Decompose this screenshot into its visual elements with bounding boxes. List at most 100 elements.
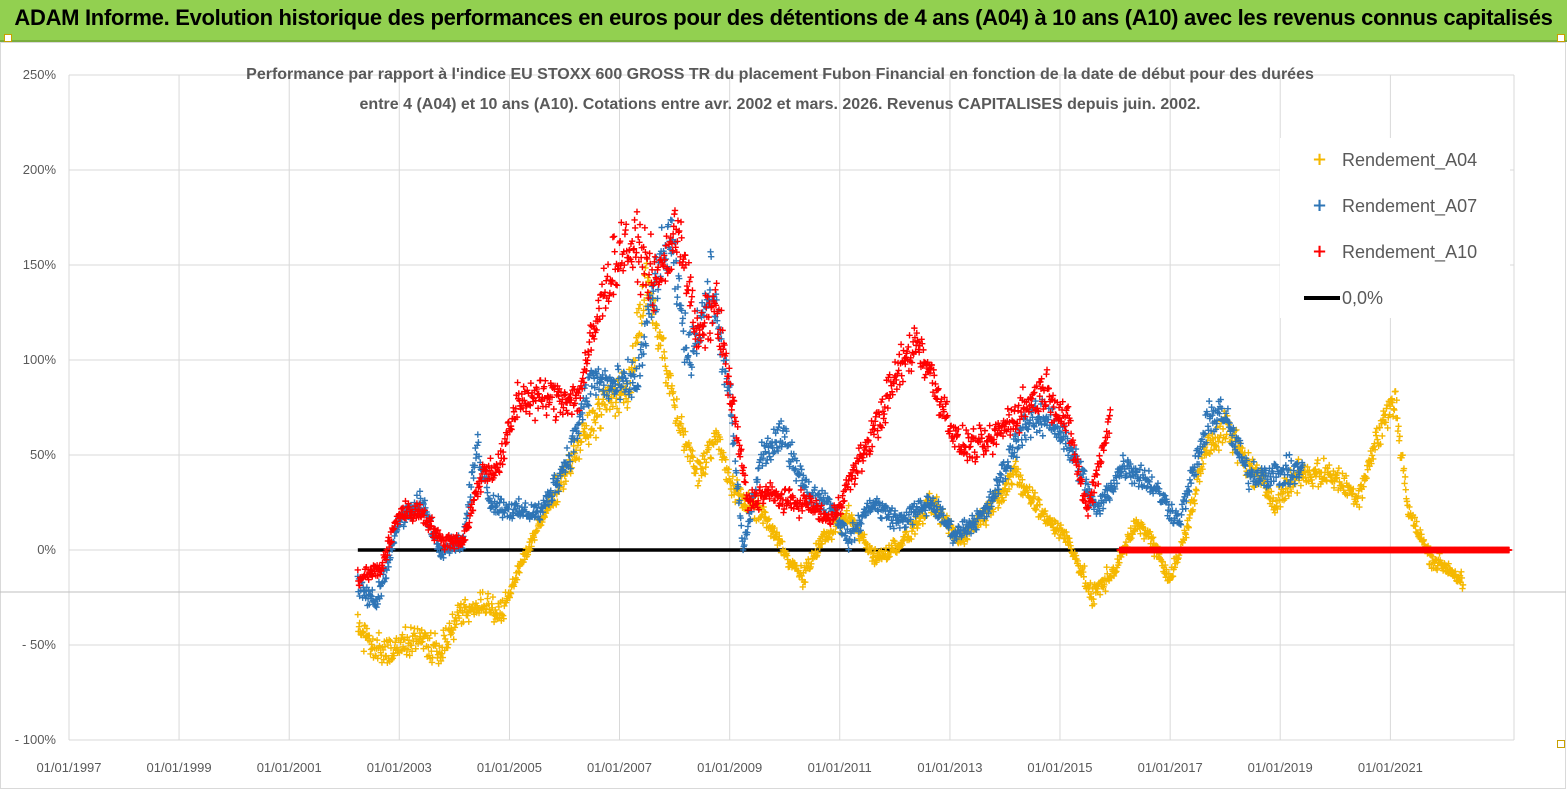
point-a07 <box>641 333 648 341</box>
point-a04 <box>1101 581 1108 589</box>
point-a10 <box>1105 415 1112 423</box>
point-a04 <box>1002 481 1009 488</box>
point-a07 <box>754 476 761 483</box>
point-a04 <box>1014 465 1022 473</box>
point-a04 <box>765 515 773 523</box>
point-a07 <box>1113 480 1121 487</box>
point-a04 <box>1183 534 1190 541</box>
point-a04 <box>1364 466 1371 473</box>
point-a07 <box>1014 445 1021 452</box>
point-a04 <box>1186 511 1194 519</box>
point-a10 <box>602 304 609 312</box>
point-a04 <box>961 540 968 548</box>
point-a07 <box>1038 421 1045 428</box>
point-a04 <box>994 504 1002 511</box>
point-a07 <box>483 474 490 481</box>
point-a07 <box>940 512 947 519</box>
point-a07 <box>653 254 660 261</box>
point-a04 <box>1427 552 1435 559</box>
point-a10 <box>895 367 902 374</box>
point-a04 <box>662 363 669 370</box>
point-a04 <box>779 538 786 545</box>
point-a07 <box>563 444 571 452</box>
point-a07 <box>1178 511 1185 519</box>
point-a04 <box>764 516 772 524</box>
point-a10 <box>1067 430 1075 438</box>
point-a07 <box>698 299 706 306</box>
point-a10 <box>674 217 682 224</box>
point-a10 <box>905 343 912 351</box>
point-a04 <box>433 648 441 655</box>
point-a10 <box>1107 406 1114 414</box>
point-a07 <box>713 317 721 324</box>
point-a04 <box>406 652 413 659</box>
point-a07 <box>939 505 946 512</box>
point-a07 <box>1283 452 1290 459</box>
point-a04 <box>828 536 835 543</box>
point-a07 <box>374 600 381 608</box>
point-a07 <box>996 478 1003 486</box>
point-a07 <box>1051 430 1059 437</box>
series-a04 <box>354 260 1467 667</box>
point-a10 <box>921 374 928 381</box>
point-a07 <box>988 503 995 510</box>
point-a04 <box>590 427 597 434</box>
point-a04 <box>922 513 929 520</box>
point-a07 <box>858 520 865 527</box>
point-a04 <box>1312 466 1319 473</box>
point-a07 <box>584 401 591 408</box>
point-a07 <box>1119 452 1127 459</box>
point-a07 <box>849 519 857 526</box>
point-a07 <box>1200 431 1207 438</box>
point-a10 <box>520 383 527 390</box>
point-a10 <box>552 413 560 420</box>
point-a07 <box>802 483 810 491</box>
point-a07 <box>1146 478 1153 486</box>
point-a07 <box>555 488 562 495</box>
point-a07 <box>772 429 779 437</box>
point-a04 <box>700 450 708 457</box>
point-a04 <box>552 501 560 508</box>
point-a04 <box>440 632 448 639</box>
point-a07 <box>1131 480 1138 487</box>
point-a04 <box>707 455 715 462</box>
point-a10 <box>932 380 939 388</box>
point-a07 <box>1106 496 1113 504</box>
point-a04 <box>1406 503 1413 511</box>
point-a07 <box>579 416 586 423</box>
point-a04 <box>425 644 432 651</box>
point-a04 <box>495 603 503 611</box>
point-a07 <box>771 448 778 456</box>
point-a04 <box>725 466 732 473</box>
point-a07 <box>841 522 848 529</box>
point-a07 <box>1022 436 1030 443</box>
point-a07 <box>961 516 968 524</box>
point-a04 <box>1386 403 1394 410</box>
point-a04 <box>679 425 687 432</box>
point-a07 <box>902 523 910 531</box>
point-a07 <box>1145 477 1152 484</box>
point-a04 <box>722 456 729 463</box>
point-a04 <box>640 307 647 314</box>
point-a04 <box>1026 483 1033 491</box>
point-a04 <box>1285 492 1292 500</box>
point-a07 <box>644 319 651 327</box>
point-a04 <box>1000 497 1007 504</box>
point-a04 <box>451 624 459 631</box>
point-a07 <box>798 466 805 473</box>
point-a07 <box>945 524 952 532</box>
point-a07 <box>551 471 558 479</box>
point-a04 <box>1356 503 1363 511</box>
point-a04 <box>1219 425 1227 433</box>
point-a07 <box>1081 467 1088 475</box>
point-a10 <box>610 233 618 240</box>
point-a10 <box>631 216 638 224</box>
y-tick-label: 0% <box>37 542 56 557</box>
point-a04 <box>477 596 485 603</box>
point-a10 <box>687 273 694 281</box>
point-a04 <box>977 521 984 528</box>
point-a07 <box>668 217 676 224</box>
point-a04 <box>868 545 875 552</box>
point-a07 <box>628 394 635 401</box>
point-a07 <box>363 584 371 591</box>
